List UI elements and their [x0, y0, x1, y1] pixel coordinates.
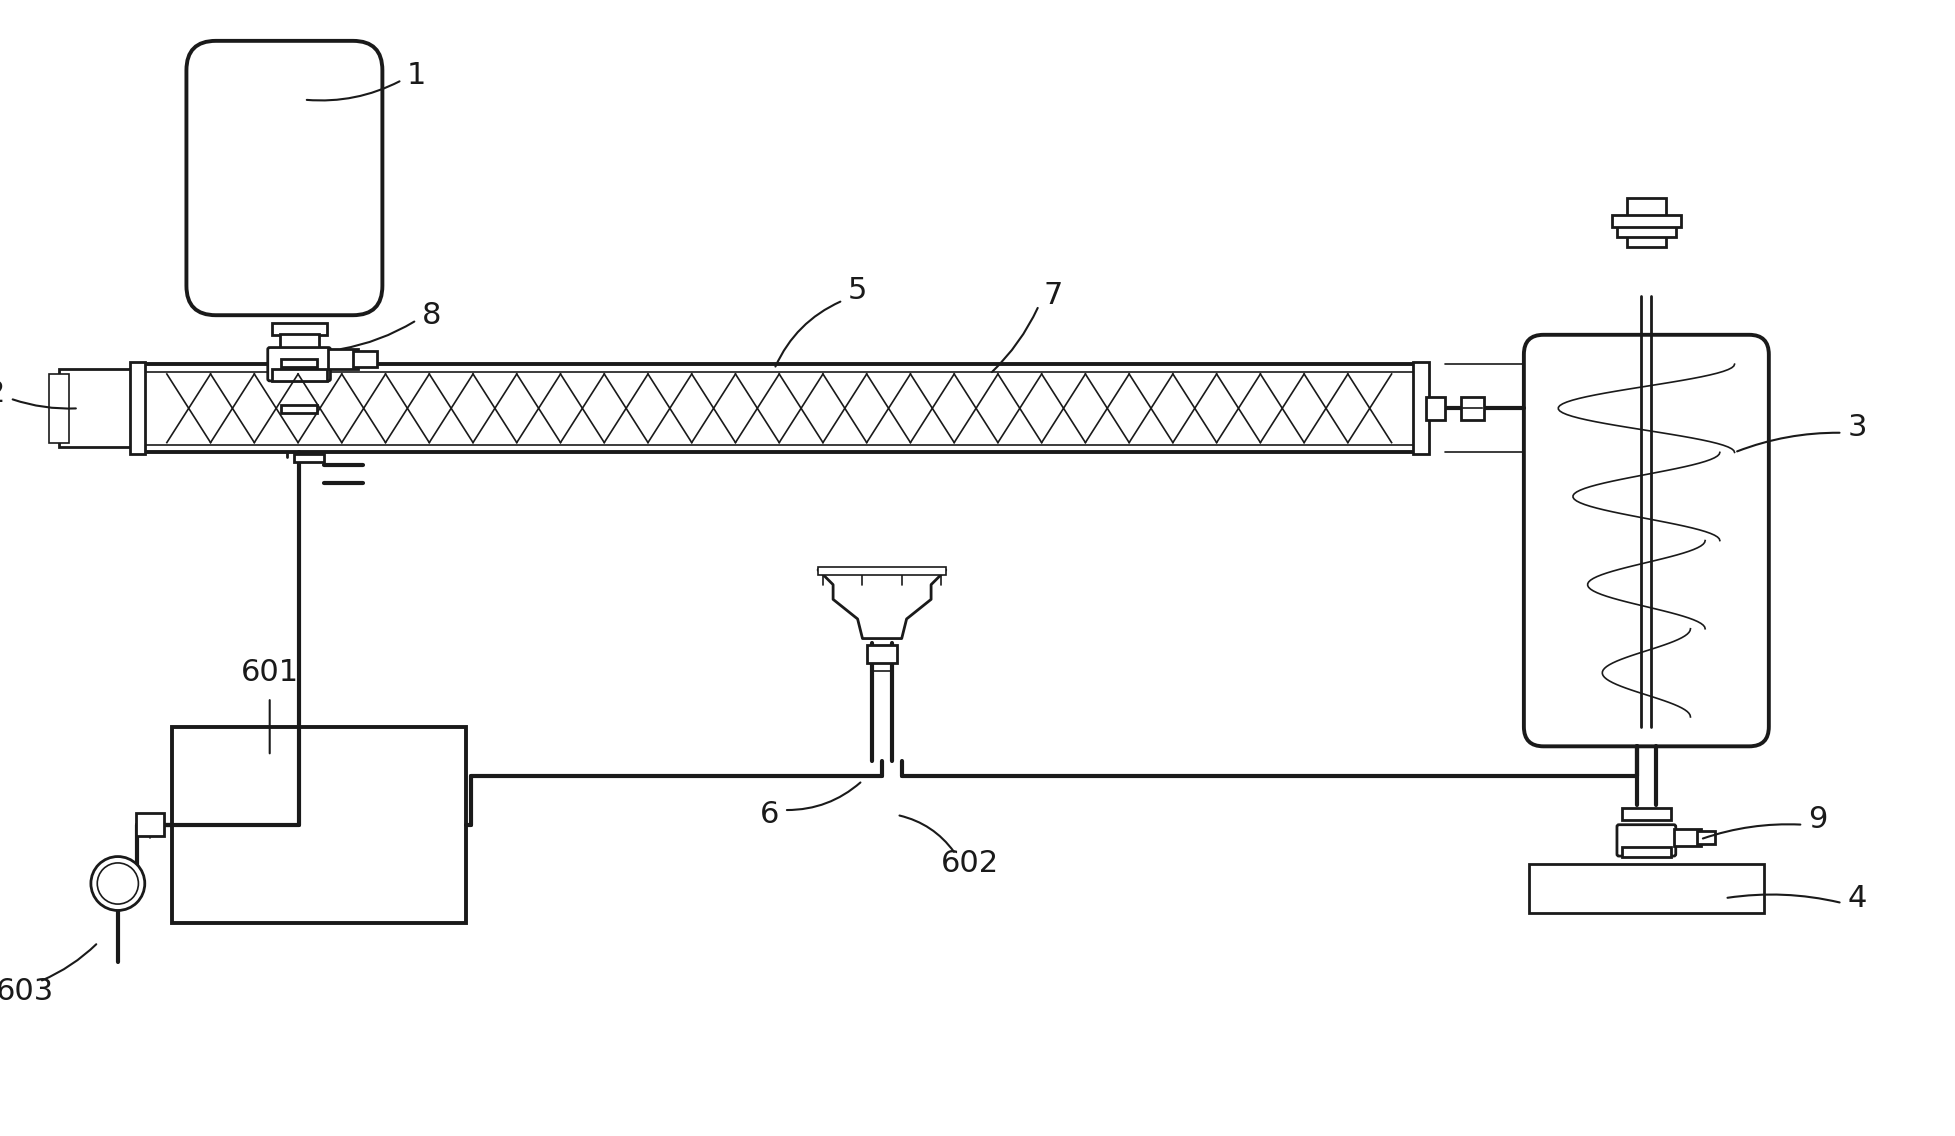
Bar	[1617, 223, 1675, 236]
Text: 601: 601	[240, 659, 299, 687]
Bar	[868, 645, 897, 663]
Bar	[1697, 830, 1715, 844]
Text: 6: 6	[760, 801, 780, 829]
Bar	[354, 351, 377, 367]
Bar	[1529, 863, 1763, 913]
Bar	[1460, 396, 1484, 420]
Bar	[282, 406, 317, 414]
Text: 602: 602	[940, 850, 999, 878]
Bar	[280, 334, 319, 348]
Bar	[1425, 396, 1445, 420]
Text: 8: 8	[422, 301, 442, 329]
Text: 603: 603	[0, 977, 55, 1005]
Bar	[137, 365, 1421, 452]
Text: 4: 4	[1847, 884, 1867, 912]
Bar	[59, 369, 137, 448]
Bar	[293, 454, 325, 462]
Bar	[282, 359, 317, 367]
Bar	[1623, 808, 1672, 820]
FancyBboxPatch shape	[1617, 825, 1675, 857]
Bar	[328, 350, 358, 369]
Bar	[272, 369, 326, 381]
Polygon shape	[819, 570, 946, 638]
Bar	[1613, 215, 1681, 227]
Text: 3: 3	[1847, 414, 1867, 442]
Bar	[819, 567, 946, 575]
FancyBboxPatch shape	[186, 41, 383, 315]
Bar	[49, 374, 68, 443]
Bar	[1413, 362, 1429, 454]
Bar	[129, 362, 145, 454]
Text: 7: 7	[1044, 281, 1064, 310]
FancyBboxPatch shape	[1523, 335, 1769, 746]
Bar	[272, 323, 326, 335]
Text: 9: 9	[1808, 805, 1828, 834]
FancyBboxPatch shape	[268, 348, 330, 381]
Ellipse shape	[98, 863, 139, 904]
Text: 5: 5	[848, 276, 868, 306]
Bar	[1623, 847, 1672, 857]
Ellipse shape	[90, 857, 145, 910]
Bar	[137, 813, 164, 836]
Bar	[1673, 828, 1701, 846]
Bar	[1627, 198, 1666, 247]
Text: 2: 2	[0, 379, 6, 408]
Text: 1: 1	[407, 60, 426, 90]
Bar	[172, 727, 465, 922]
